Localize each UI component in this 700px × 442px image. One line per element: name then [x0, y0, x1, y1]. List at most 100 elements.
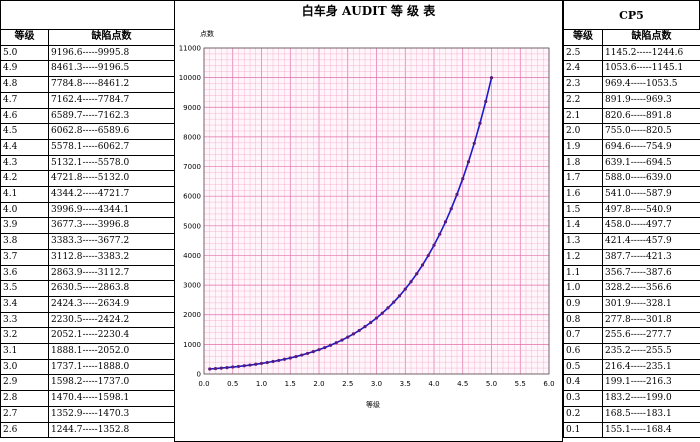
table-row[interactable]: 5.0 9196.6-----9995.8: [0, 44, 175, 62]
grade-cell[interactable]: 0.6: [563, 343, 603, 360]
data-point[interactable]: [265, 360, 269, 365]
data-point[interactable]: [443, 220, 448, 224]
points-range-cell[interactable]: 183.2-----199.0: [602, 390, 700, 407]
grade-cell[interactable]: 0.5: [563, 358, 603, 376]
grade-cell[interactable]: 3.3: [0, 311, 49, 329]
grade-cell[interactable]: 3.1: [0, 343, 49, 360]
data-point[interactable]: [213, 366, 218, 371]
table-row[interactable]: 0.3 183.2-----199.0: [563, 390, 700, 407]
points-range-cell[interactable]: 497.8-----540.9: [602, 201, 700, 219]
data-point[interactable]: [323, 345, 327, 350]
grade-cell[interactable]: 1.2: [563, 248, 603, 266]
data-point[interactable]: [334, 341, 338, 345]
points-range-cell[interactable]: 301.9-----328.1: [602, 295, 700, 313]
table-row[interactable]: 3.5 2630.5-----2863.8: [0, 280, 175, 297]
table-row[interactable]: 1.1 356.7-----387.6: [563, 264, 700, 282]
grade-cell[interactable]: 1.5: [563, 201, 603, 219]
grade-cell[interactable]: 1.8: [563, 154, 603, 172]
table-row[interactable]: 1.9 694.6-----754.9: [563, 138, 700, 156]
table-row[interactable]: 2.0 755.0-----820.5: [563, 123, 700, 140]
points-range-cell[interactable]: 639.1-----694.5: [602, 154, 700, 172]
data-point[interactable]: [455, 192, 459, 196]
grade-cell[interactable]: 2.4: [563, 60, 603, 78]
grade-cell[interactable]: 2.5: [563, 44, 603, 62]
table-row[interactable]: 3.7 3112.8-----3383.2: [0, 248, 175, 266]
grade-cell[interactable]: 0.8: [563, 311, 603, 329]
table-row[interactable]: 3.8 3383.3-----3677.2: [0, 233, 175, 250]
table-row[interactable]: 4.2 4721.8-----5132.0: [0, 170, 175, 188]
data-point[interactable]: [219, 366, 223, 370]
data-point[interactable]: [317, 348, 321, 352]
table-row[interactable]: 4.7 7162.4-----7784.7: [0, 91, 175, 109]
points-range-cell[interactable]: 1053.6-----1145.1: [602, 60, 700, 78]
points-range-cell[interactable]: 4344.2-----4721.7: [48, 186, 175, 203]
table-row[interactable]: 2.8 1470.4-----1598.1: [0, 390, 175, 407]
points-range-cell[interactable]: 3996.9-----4344.1: [48, 201, 175, 219]
points-range-cell[interactable]: 969.4-----1053.5: [602, 76, 700, 93]
data-point[interactable]: [478, 121, 482, 125]
grade-cell[interactable]: 2.8: [0, 390, 49, 407]
grade-cell[interactable]: 3.9: [0, 217, 49, 235]
data-point[interactable]: [259, 361, 264, 366]
grade-cell[interactable]: 3.2: [0, 327, 49, 345]
table-row[interactable]: 1.6 541.0-----587.9: [563, 186, 700, 203]
points-range-cell[interactable]: 168.5-----183.1: [602, 405, 700, 423]
points-range-cell[interactable]: 5578.1-----6062.7: [48, 138, 175, 156]
grade-cell[interactable]: 4.3: [0, 154, 49, 172]
data-point[interactable]: [351, 332, 356, 336]
table-row[interactable]: 4.4 5578.1-----6062.7: [0, 138, 175, 156]
points-range-cell[interactable]: 458.0-----497.7: [602, 217, 700, 235]
grade-cell[interactable]: 1.1: [563, 264, 603, 282]
data-point[interactable]: [369, 320, 373, 325]
table-row[interactable]: 2.7 1352.9-----1470.3: [0, 405, 175, 423]
data-point[interactable]: [248, 363, 252, 367]
table-row[interactable]: 0.5 216.4-----235.1: [563, 358, 700, 376]
right-col-grade-header[interactable]: 等级: [563, 29, 603, 46]
grade-cell[interactable]: 4.0: [0, 201, 49, 219]
data-point[interactable]: [282, 357, 287, 361]
points-range-cell[interactable]: 694.6-----754.9: [602, 138, 700, 156]
grade-cell[interactable]: 3.4: [0, 295, 49, 313]
table-row[interactable]: 2.9 1598.2-----1737.0: [0, 374, 175, 392]
table-row[interactable]: 2.1 820.6-----891.8: [563, 107, 700, 125]
grade-cell[interactable]: 5.0: [0, 44, 49, 62]
table-row[interactable]: 2.3 969.4-----1053.5: [563, 76, 700, 93]
table-row[interactable]: 3.3 2230.5-----2424.2: [0, 311, 175, 329]
points-range-cell[interactable]: 2424.3-----2634.9: [48, 295, 175, 313]
points-range-cell[interactable]: 2230.5-----2424.2: [48, 311, 175, 329]
grade-cell[interactable]: 0.4: [563, 374, 603, 392]
data-point[interactable]: [357, 328, 361, 333]
grade-cell[interactable]: 4.7: [0, 91, 49, 109]
table-row[interactable]: 3.6 2863.9-----3112.7: [0, 264, 175, 282]
data-point[interactable]: [461, 177, 465, 181]
grade-cell[interactable]: 4.4: [0, 138, 49, 156]
points-range-cell[interactable]: 3112.8-----3383.2: [48, 248, 175, 266]
data-point[interactable]: [397, 294, 402, 298]
points-range-cell[interactable]: 891.9-----969.3: [602, 91, 700, 109]
table-row[interactable]: 1.7 588.0-----639.0: [563, 170, 700, 188]
data-point[interactable]: [374, 316, 379, 320]
grade-cell[interactable]: 3.8: [0, 233, 49, 250]
table-row[interactable]: 1.2 387.7-----421.3: [563, 248, 700, 266]
data-point[interactable]: [489, 76, 494, 80]
points-range-cell[interactable]: 235.2-----255.5: [602, 343, 700, 360]
grade-cell[interactable]: 4.6: [0, 107, 49, 125]
data-point[interactable]: [420, 263, 425, 267]
grade-cell[interactable]: 0.1: [563, 421, 603, 439]
grade-curve-chart[interactable]: 0.0 0.5 1.0 1.5 2.0 2.5 3.0 3.5 4.0 4.5 5.0 5.5 6.0 0…: [174, 14, 563, 442]
table-row[interactable]: 4.8 7784.8-----8461.2: [0, 76, 175, 93]
table-row[interactable]: 2.2 891.9-----969.3: [563, 91, 700, 109]
data-point[interactable]: [484, 99, 488, 104]
data-point[interactable]: [415, 272, 419, 276]
data-point[interactable]: [409, 280, 413, 284]
table-row[interactable]: 0.4 199.1-----216.3: [563, 374, 700, 392]
data-point[interactable]: [271, 359, 275, 364]
data-point[interactable]: [236, 364, 241, 369]
points-range-cell[interactable]: 255.6-----277.7: [602, 327, 700, 345]
table-row[interactable]: 1.3 421.4-----457.9: [563, 233, 700, 250]
data-point[interactable]: [466, 160, 471, 164]
data-point[interactable]: [346, 335, 350, 339]
data-point[interactable]: [392, 300, 396, 304]
points-range-cell[interactable]: 5132.1-----5578.0: [48, 154, 175, 172]
points-range-cell[interactable]: 421.4-----457.9: [602, 233, 700, 250]
